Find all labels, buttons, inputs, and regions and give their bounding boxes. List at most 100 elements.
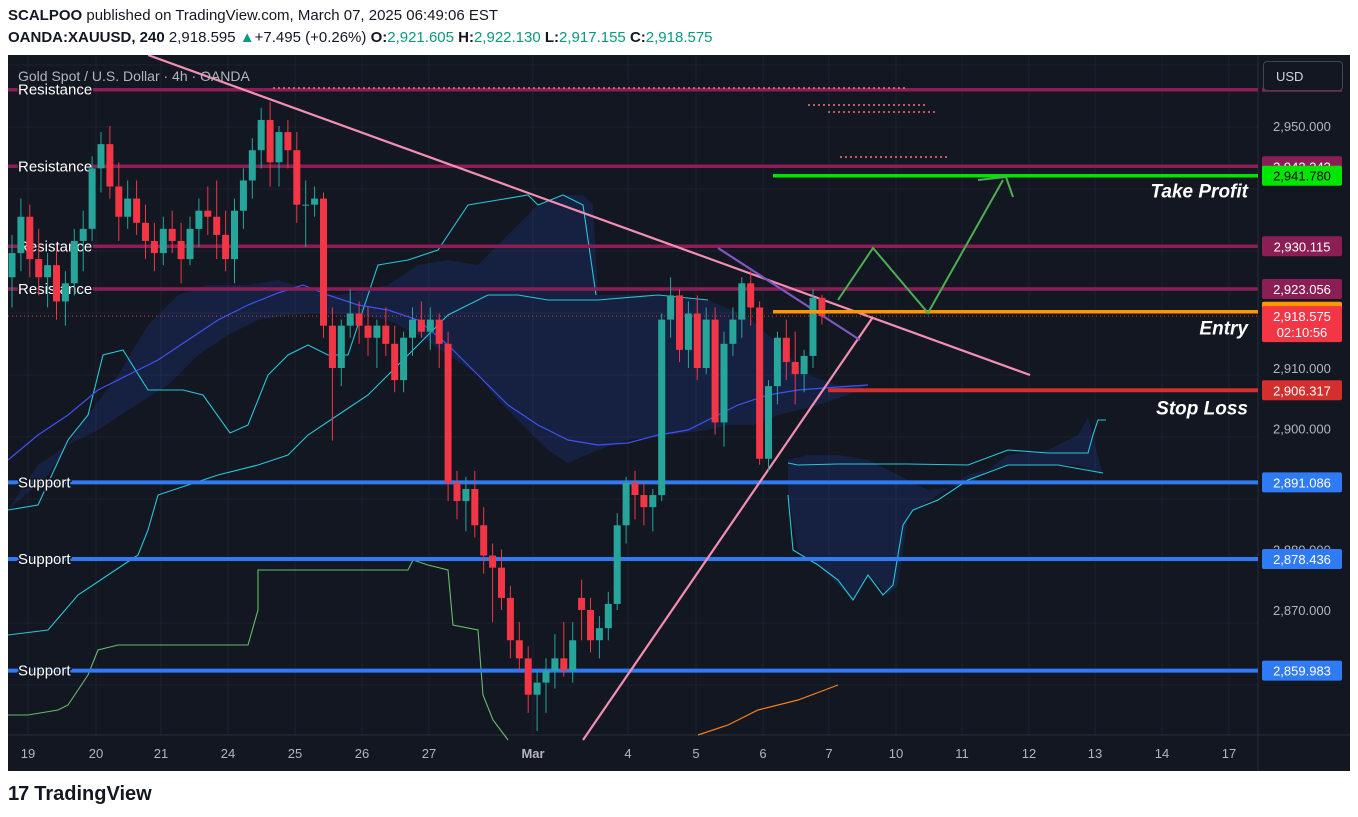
- legend-title: Gold Spot / U.S. Dollar · 4h · OANDA: [18, 68, 250, 84]
- candle-body: [195, 210, 203, 229]
- senkou-span-b-line: [8, 294, 709, 636]
- price-axis-tick: 2,950.000: [1273, 119, 1331, 134]
- stop-loss-tag-text: 2,906.317: [1273, 383, 1331, 398]
- price-chart[interactable]: ResistanceResistanceResistanceResistance…: [8, 55, 1350, 771]
- open-label: O:: [370, 29, 388, 46]
- price-axis-tick: 2,870.000: [1273, 603, 1331, 618]
- candle-body: [604, 603, 612, 629]
- candle-body: [142, 222, 149, 241]
- entry-label: Entry: [1199, 319, 1249, 340]
- candle-body: [640, 495, 648, 508]
- currency-button[interactable]: USD: [1263, 61, 1343, 91]
- support-tag-text: 2,891.086: [1273, 475, 1331, 490]
- candle-body: [248, 150, 256, 181]
- price-axis-tick: 2,900.000: [1273, 422, 1331, 437]
- candle-body: [115, 186, 123, 217]
- descending-trendline: [147, 55, 1031, 377]
- time-axis-tick: 4: [624, 746, 631, 761]
- candle-body: [409, 319, 416, 338]
- support-tag-text: 2,878.436: [1273, 552, 1331, 567]
- time-axis-tick: 14: [1155, 746, 1169, 761]
- candle-body: [498, 567, 505, 598]
- senkou-span-a-line: [8, 194, 597, 511]
- footer-brand[interactable]: 17 TradingView: [8, 783, 152, 806]
- candle-body: [533, 682, 541, 695]
- time-axis-tick: 27: [422, 746, 436, 761]
- candle-body: [222, 234, 230, 260]
- candle-body: [684, 313, 692, 350]
- candle-body: [506, 597, 514, 641]
- support-tag: [1262, 660, 1342, 681]
- ichimoku-cloud: [8, 195, 868, 510]
- candle-body: [773, 337, 781, 387]
- candle-body: [79, 228, 87, 241]
- last-price: 2,918.595: [168, 29, 236, 46]
- candle-body: [284, 132, 292, 151]
- time-axis-tick: 19: [21, 746, 35, 761]
- projection-path: [837, 179, 1004, 315]
- candle-body: [613, 525, 621, 604]
- candle-body: [426, 319, 434, 332]
- candle-body: [453, 482, 461, 502]
- time-axis-tick: 7: [825, 746, 832, 761]
- candle-body: [444, 343, 452, 483]
- candle-body: [17, 216, 25, 254]
- candle-body: [542, 670, 550, 683]
- candle-body: [462, 489, 470, 502]
- candle-body: [765, 386, 772, 459]
- support-label: Support: [18, 663, 71, 680]
- ascending-trendline: [582, 316, 874, 741]
- candle-body: [337, 325, 345, 368]
- time-axis-tick: 5: [692, 746, 699, 761]
- price-change: +7.495 (+0.26%): [254, 29, 367, 46]
- projection-arrow-icon: [977, 175, 1014, 198]
- resistance-tag-text: 2,923.056: [1273, 282, 1331, 297]
- brand-name: TradingView: [34, 783, 152, 805]
- candle-body: [551, 658, 559, 671]
- candle-body: [720, 343, 728, 423]
- candle-body: [26, 216, 34, 260]
- candle-body: [382, 325, 390, 344]
- take-profit-label: Take Profit: [1151, 182, 1249, 203]
- candle-body: [676, 295, 683, 350]
- author-name[interactable]: SCALPOO: [8, 7, 83, 24]
- candle-body: [782, 337, 790, 362]
- candle-body: [435, 319, 443, 344]
- short-trendline: [717, 247, 861, 341]
- candle-body: [346, 313, 354, 326]
- last-price-tag-text: 2,918.575: [1273, 309, 1331, 324]
- candle-body: [53, 265, 60, 302]
- candle-body: [124, 198, 132, 217]
- candle-body: [747, 283, 755, 308]
- candle-body: [560, 658, 568, 671]
- time-axis-tick: 21: [154, 746, 168, 761]
- time-axis-tick: 13: [1088, 746, 1102, 761]
- candle-body: [489, 555, 497, 568]
- last-price-tag: [1262, 306, 1342, 343]
- candle-body: [587, 610, 594, 641]
- close-label: C:: [629, 29, 646, 46]
- candle-body: [239, 180, 247, 211]
- chikou-span-line: [8, 559, 509, 741]
- candle-body: [809, 297, 817, 356]
- candle-body: [328, 325, 336, 368]
- resistance-tag: [1262, 279, 1342, 300]
- candle-body: [231, 210, 238, 260]
- support-label: Support: [18, 474, 71, 491]
- candle-body: [711, 319, 719, 423]
- high-label: H:: [458, 29, 474, 46]
- tradingview-logo-icon: 17: [8, 783, 29, 805]
- take-profit-tag-text: 2,941.780: [1273, 169, 1331, 184]
- time-axis-tick: 11: [955, 746, 969, 761]
- high-value: 2,922.130: [473, 29, 541, 46]
- candle-body: [729, 319, 737, 344]
- low-value: 2,917.155: [559, 29, 626, 46]
- candle-body: [355, 313, 363, 326]
- candle-body: [177, 240, 185, 260]
- published-text: published on TradingView.com, March 07, …: [86, 7, 499, 24]
- low-label: L:: [544, 29, 560, 46]
- time-axis-tick: 12: [1022, 746, 1036, 761]
- time-axis-tick: 17: [1222, 746, 1236, 761]
- symbol-name: OANDA:XAUUSD, 240: [8, 29, 165, 46]
- candle-body: [569, 640, 577, 671]
